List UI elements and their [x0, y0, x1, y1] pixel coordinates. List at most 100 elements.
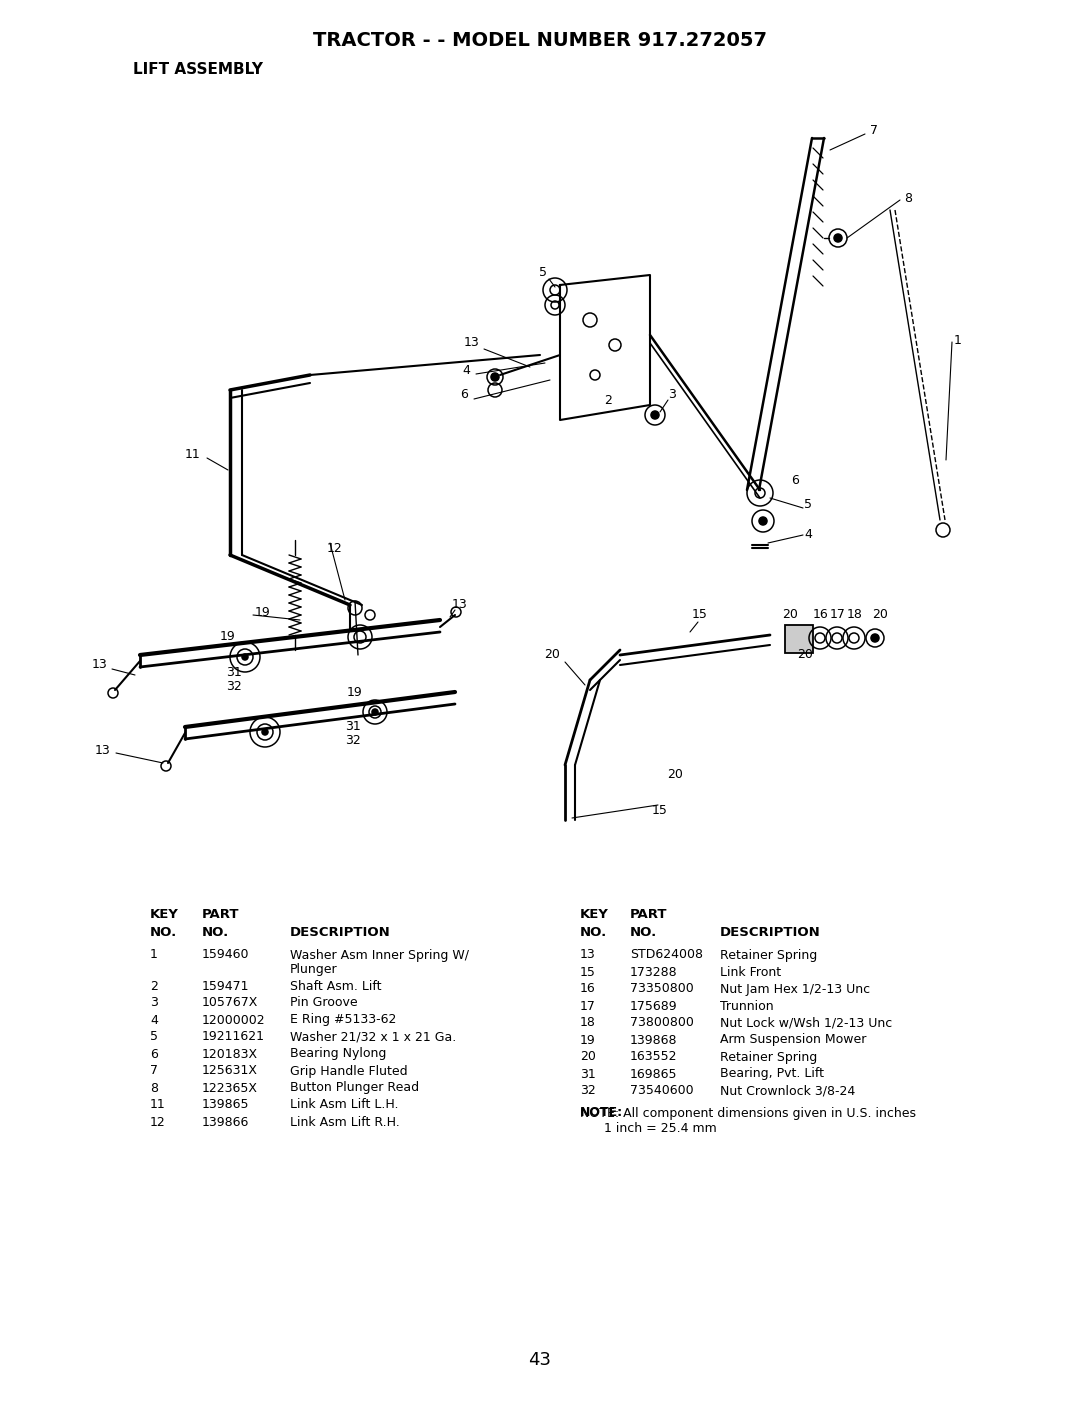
Text: 20: 20 — [544, 649, 561, 662]
Text: 5: 5 — [804, 499, 812, 512]
Text: 17: 17 — [580, 1000, 596, 1012]
Text: Nut Crownlock 3/8-24: Nut Crownlock 3/8-24 — [720, 1085, 855, 1098]
Text: 159460: 159460 — [202, 949, 249, 962]
Text: PART: PART — [202, 908, 240, 921]
Text: NO.: NO. — [202, 927, 229, 939]
Text: 13: 13 — [464, 335, 480, 349]
Text: 4: 4 — [150, 1014, 158, 1026]
Text: 19: 19 — [580, 1033, 596, 1046]
Text: 139866: 139866 — [202, 1116, 249, 1129]
Text: 19: 19 — [255, 607, 271, 620]
Circle shape — [870, 634, 879, 642]
Text: 11: 11 — [150, 1099, 165, 1112]
Text: 13: 13 — [95, 743, 111, 757]
Text: DESCRIPTION: DESCRIPTION — [291, 927, 391, 939]
Text: 6: 6 — [150, 1047, 158, 1060]
Text: KEY: KEY — [580, 908, 609, 921]
Text: 12000002: 12000002 — [202, 1014, 266, 1026]
Text: 13: 13 — [92, 659, 108, 672]
Text: 5: 5 — [150, 1030, 158, 1043]
Text: 1: 1 — [150, 949, 158, 962]
Text: Pin Groove: Pin Groove — [291, 997, 357, 1009]
Text: 15: 15 — [652, 803, 667, 816]
Text: Retainer Spring: Retainer Spring — [720, 1050, 818, 1064]
Text: DESCRIPTION: DESCRIPTION — [720, 927, 821, 939]
Text: 175689: 175689 — [630, 1000, 677, 1012]
Text: Bearing, Pvt. Lift: Bearing, Pvt. Lift — [720, 1067, 824, 1081]
Text: LIFT ASSEMBLY: LIFT ASSEMBLY — [133, 63, 264, 77]
Text: 12: 12 — [327, 541, 342, 555]
Text: Button Plunger Read: Button Plunger Read — [291, 1081, 419, 1095]
Text: Washer 21/32 x 1 x 21 Ga.: Washer 21/32 x 1 x 21 Ga. — [291, 1030, 456, 1043]
Text: Link Asm Lift L.H.: Link Asm Lift L.H. — [291, 1099, 399, 1112]
Text: Nut Lock w/Wsh 1/2-13 Unc: Nut Lock w/Wsh 1/2-13 Unc — [720, 1016, 892, 1029]
Text: Plunger: Plunger — [291, 963, 338, 976]
Text: Bearing Nylong: Bearing Nylong — [291, 1047, 387, 1060]
Text: 2: 2 — [150, 980, 158, 993]
Text: 1: 1 — [954, 334, 962, 346]
Text: NOTE: All component dimensions given in U.S. inches: NOTE: All component dimensions given in … — [580, 1106, 916, 1120]
FancyBboxPatch shape — [785, 625, 813, 653]
Text: 31: 31 — [345, 721, 361, 733]
Text: 16: 16 — [580, 983, 596, 995]
Text: 31: 31 — [226, 666, 242, 680]
Text: 139868: 139868 — [630, 1033, 677, 1046]
Text: 122365X: 122365X — [202, 1081, 258, 1095]
Circle shape — [372, 709, 378, 715]
Text: 125631X: 125631X — [202, 1064, 258, 1078]
Circle shape — [491, 373, 499, 381]
Text: 11: 11 — [185, 449, 200, 461]
Text: 3: 3 — [669, 388, 676, 401]
Text: STD624008: STD624008 — [630, 949, 703, 962]
Text: 32: 32 — [345, 735, 361, 747]
Text: 120183X: 120183X — [202, 1047, 258, 1060]
Text: 20: 20 — [580, 1050, 596, 1064]
Text: 6: 6 — [791, 474, 799, 486]
Text: 19211621: 19211621 — [202, 1030, 265, 1043]
Text: Link Asm Lift R.H.: Link Asm Lift R.H. — [291, 1116, 400, 1129]
Text: 1 inch = 25.4 mm: 1 inch = 25.4 mm — [580, 1122, 717, 1134]
Text: 7: 7 — [870, 123, 878, 136]
Text: Trunnion: Trunnion — [720, 1000, 773, 1012]
Text: 8: 8 — [150, 1081, 158, 1095]
Text: 139865: 139865 — [202, 1099, 249, 1112]
Circle shape — [834, 234, 842, 243]
Text: 5: 5 — [539, 266, 546, 279]
Text: NO.: NO. — [630, 927, 658, 939]
Text: 19: 19 — [220, 631, 235, 644]
Text: 12: 12 — [150, 1116, 165, 1129]
Text: 18: 18 — [580, 1016, 596, 1029]
Text: 32: 32 — [580, 1085, 596, 1098]
Circle shape — [759, 517, 767, 524]
Text: 173288: 173288 — [630, 966, 677, 979]
Text: Retainer Spring: Retainer Spring — [720, 949, 818, 962]
Text: 169865: 169865 — [630, 1067, 677, 1081]
Text: Grip Handle Fluted: Grip Handle Fluted — [291, 1064, 407, 1078]
Text: Washer Asm Inner Spring W/: Washer Asm Inner Spring W/ — [291, 949, 469, 962]
Text: 15: 15 — [580, 966, 596, 979]
Text: 31: 31 — [580, 1067, 596, 1081]
Text: 105767X: 105767X — [202, 997, 258, 1009]
Text: 15: 15 — [692, 608, 707, 621]
Text: E Ring #5133-62: E Ring #5133-62 — [291, 1014, 396, 1026]
Text: 4: 4 — [462, 363, 470, 377]
Text: 17: 17 — [831, 608, 846, 621]
Text: 16: 16 — [813, 608, 828, 621]
Text: 3: 3 — [150, 997, 158, 1009]
Text: Nut Jam Hex 1/2-13 Unc: Nut Jam Hex 1/2-13 Unc — [720, 983, 870, 995]
Text: NO.: NO. — [580, 927, 607, 939]
Text: 13: 13 — [580, 949, 596, 962]
Text: 43: 43 — [528, 1352, 552, 1368]
Text: 6: 6 — [460, 388, 468, 401]
Circle shape — [242, 653, 248, 660]
Text: 20: 20 — [872, 608, 888, 621]
Text: 20: 20 — [667, 768, 683, 781]
Text: 13: 13 — [453, 599, 468, 611]
Text: Arm Suspension Mower: Arm Suspension Mower — [720, 1033, 866, 1046]
Text: 8: 8 — [904, 192, 912, 205]
Text: 7: 7 — [150, 1064, 158, 1078]
Circle shape — [651, 411, 659, 419]
Text: 18: 18 — [847, 608, 863, 621]
Text: 163552: 163552 — [630, 1050, 677, 1064]
Text: 73540600: 73540600 — [630, 1085, 693, 1098]
